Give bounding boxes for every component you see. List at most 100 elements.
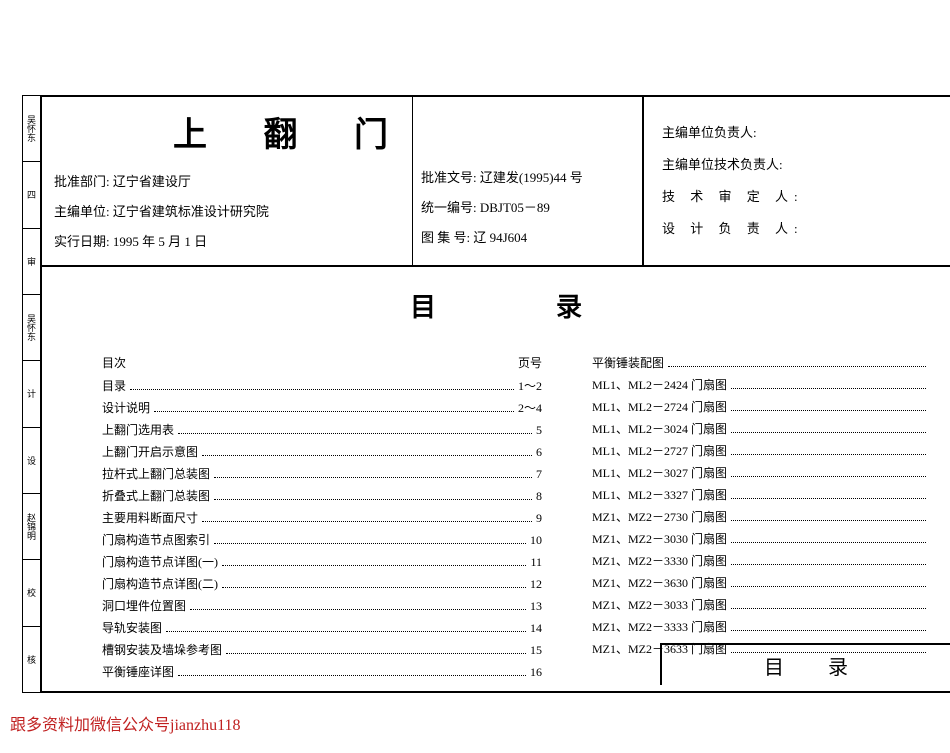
toc-entry-label: 上翻门开启示意图 bbox=[102, 443, 198, 460]
title-block-right: 主编单位负责人: 主编单位技术负责人: 技 术 审 定 人: 设 计 负 责 人… bbox=[642, 97, 950, 265]
toc-leader-dots bbox=[731, 410, 926, 411]
editor-unit-label: 主编单位: bbox=[54, 204, 110, 219]
side-tab: 核 bbox=[23, 627, 40, 692]
toc-entry: ML1、ML2－2724 门扇图 bbox=[592, 398, 940, 415]
toc-entry-page: 7 bbox=[536, 467, 552, 482]
toc-leader-dots bbox=[222, 587, 526, 588]
approve-doc-value: 辽建发(1995)44 号 bbox=[480, 170, 583, 185]
toc-leader-dots bbox=[202, 521, 532, 522]
chief-editor-responsible: 主编单位负责人: bbox=[662, 117, 942, 149]
toc-col-right: 平衡锤装配图 ML1、ML2－2424 门扇图 ML1、ML2－2724 门扇图 ML… bbox=[552, 354, 940, 685]
toc-entry-label: ML1、ML2－3327 门扇图 bbox=[592, 486, 727, 503]
toc-entry-page: 5 bbox=[536, 423, 552, 438]
toc-entry: MZ1、MZ2－3033 门扇图 bbox=[592, 596, 940, 613]
toc-leader-dots bbox=[130, 389, 514, 390]
title-block-left: 上 翻 门 批准部门: 辽宁省建设厅 主编单位: 辽宁省建筑标准设计研究院 实行… bbox=[42, 97, 412, 265]
side-tab: 吴怀东 bbox=[23, 96, 40, 162]
approve-doc-label: 批准文号: bbox=[421, 170, 477, 185]
toc-entry-label: ML1、ML2－3027 门扇图 bbox=[592, 464, 727, 481]
effective-date-label: 实行日期: bbox=[54, 234, 110, 249]
title-block: 上 翻 门 批准部门: 辽宁省建设厅 主编单位: 辽宁省建筑标准设计研究院 实行… bbox=[42, 97, 950, 267]
toc-entry: 平衡锤装配图 bbox=[592, 354, 940, 371]
toc-entry-label: 导轨安装图 bbox=[102, 619, 162, 636]
toc-entry: MZ1、MZ2－3630 门扇图 bbox=[592, 574, 940, 591]
toc-entry-page: 13 bbox=[530, 599, 552, 614]
toc-leader-dots bbox=[731, 542, 926, 543]
toc-entry-label: ML1、ML2－2424 门扇图 bbox=[592, 376, 727, 393]
toc-col-left: 目次 页号 目录1～2设计说明2～4上翻门选用表5上翻门开启示意图6拉杆式上翻门… bbox=[102, 354, 552, 685]
toc-entry-label: ML1、ML2－2727 门扇图 bbox=[592, 442, 727, 459]
toc-entry-label: 槽钢安装及墙垛参考图 bbox=[102, 641, 222, 658]
toc-head-label: 目次 bbox=[102, 354, 162, 371]
toc-entry-label: 平衡锤装配图 bbox=[592, 354, 664, 371]
toc-entry-label: 主要用料断面尺寸 bbox=[102, 509, 198, 526]
toc-leader-dots bbox=[178, 675, 526, 676]
toc-entry: 折叠式上翻门总装图 8 bbox=[102, 487, 552, 504]
toc-entry: ML1、ML2－3024 门扇图 bbox=[592, 420, 940, 437]
toc-entry-page: 8 bbox=[536, 489, 552, 504]
toc-entry: ML1、ML2－3327 门扇图 bbox=[592, 486, 940, 503]
toc-leader-dots bbox=[202, 455, 532, 456]
toc-entry-label: 平衡锤座详图 bbox=[102, 663, 174, 680]
title-block-mid: 批准文号: 辽建发(1995)44 号 统一编号: DBJT05－89 图 集 … bbox=[412, 97, 642, 265]
title-fields-left: 批准部门: 辽宁省建设厅 主编单位: 辽宁省建筑标准设计研究院 实行日期: 19… bbox=[54, 167, 269, 257]
toc-head-page: 页号 bbox=[518, 354, 552, 371]
toc-leader-dots bbox=[731, 388, 926, 389]
toc-entry-label: 目录 bbox=[102, 377, 126, 394]
toc-leader-dots bbox=[214, 543, 526, 544]
footer-title-box: 目录 bbox=[660, 643, 950, 685]
toc-entry: ML1、ML2－2424 门扇图 bbox=[592, 376, 940, 393]
toc-entry: 主要用料断面尺寸 9 bbox=[102, 509, 552, 526]
toc-entry-page: 10 bbox=[530, 533, 552, 548]
toc-entry: 槽钢安装及墙垛参考图 15 bbox=[102, 641, 552, 658]
toc-entry-label: 拉杆式上翻门总装图 bbox=[102, 465, 210, 482]
toc-entry-label: 门扇构造节点详图(一) bbox=[102, 553, 218, 570]
unified-no-value: DBJT05－89 bbox=[480, 200, 550, 215]
watermark-text: 跟多资料加微信公众号jianzhu118 bbox=[10, 711, 241, 735]
toc-leader-dots bbox=[190, 609, 526, 610]
toc-entry-page: 6 bbox=[536, 445, 552, 460]
toc-leader-dots bbox=[731, 630, 926, 631]
toc-entry-page: 16 bbox=[530, 665, 552, 680]
toc-entry-label: ML1、ML2－3024 门扇图 bbox=[592, 420, 727, 437]
toc-entry: 上翻门选用表5 bbox=[102, 421, 552, 438]
toc-leader-dots bbox=[668, 366, 926, 367]
design-responsible: 设 计 负 责 人: bbox=[662, 213, 942, 245]
toc-entry-page: 9 bbox=[536, 511, 552, 526]
toc-entry: MZ1、MZ2－3333 门扇图 bbox=[592, 618, 940, 635]
toc-leader-dots bbox=[178, 433, 532, 434]
toc-entry: MZ1、MZ2－3030 门扇图 bbox=[592, 530, 940, 547]
toc-entry: 洞口埋件位置图 13 bbox=[102, 597, 552, 614]
toc-entry-label: MZ1、MZ2－2730 门扇图 bbox=[592, 508, 727, 525]
side-tab: 吴怀东 bbox=[23, 295, 40, 361]
side-tab: 设 bbox=[23, 428, 40, 494]
toc-entry-page: 15 bbox=[530, 643, 552, 658]
toc-leader-dots bbox=[731, 498, 926, 499]
toc-entry-page: 11 bbox=[530, 555, 552, 570]
side-binding-tabs: 吴怀东 四 审 吴怀东 计 设 赵锦明 校 核 bbox=[22, 95, 40, 693]
approve-dept-value: 辽宁省建设厅 bbox=[113, 174, 191, 189]
toc-entry-page: 12 bbox=[530, 577, 552, 592]
toc-leader-dots bbox=[166, 631, 526, 632]
toc-entry-label: MZ1、MZ2－3033 门扇图 bbox=[592, 596, 727, 613]
effective-date-value: 1995 年 5 月 1 日 bbox=[113, 234, 207, 249]
toc-entry: 平衡锤座详图 16 bbox=[102, 663, 552, 680]
toc-leader-dots bbox=[731, 476, 926, 477]
toc-entry-label: MZ1、MZ2－3333 门扇图 bbox=[592, 618, 727, 635]
toc-column-header: 目次 页号 bbox=[102, 354, 552, 371]
approve-dept-label: 批准部门: bbox=[54, 174, 110, 189]
toc-leader-dots bbox=[154, 411, 514, 412]
toc-entry-label: 洞口埋件位置图 bbox=[102, 597, 186, 614]
toc-entry: 导轨安装图14 bbox=[102, 619, 552, 636]
side-tab: 校 bbox=[23, 560, 40, 626]
toc-entry-label: 折叠式上翻门总装图 bbox=[102, 487, 210, 504]
unified-no-label: 统一编号: bbox=[421, 200, 477, 215]
side-tab: 四 bbox=[23, 162, 40, 228]
toc-leader-dots bbox=[731, 608, 926, 609]
toc-entry-label: MZ1、MZ2－3330 门扇图 bbox=[592, 552, 727, 569]
toc-entry-label: ML1、ML2－2724 门扇图 bbox=[592, 398, 727, 415]
side-tab: 审 bbox=[23, 229, 40, 295]
toc-entry-page: 2～4 bbox=[518, 399, 552, 416]
toc-entry: 上翻门开启示意图 6 bbox=[102, 443, 552, 460]
document-frame: 上 翻 门 批准部门: 辽宁省建设厅 主编单位: 辽宁省建筑标准设计研究院 实行… bbox=[40, 95, 950, 693]
